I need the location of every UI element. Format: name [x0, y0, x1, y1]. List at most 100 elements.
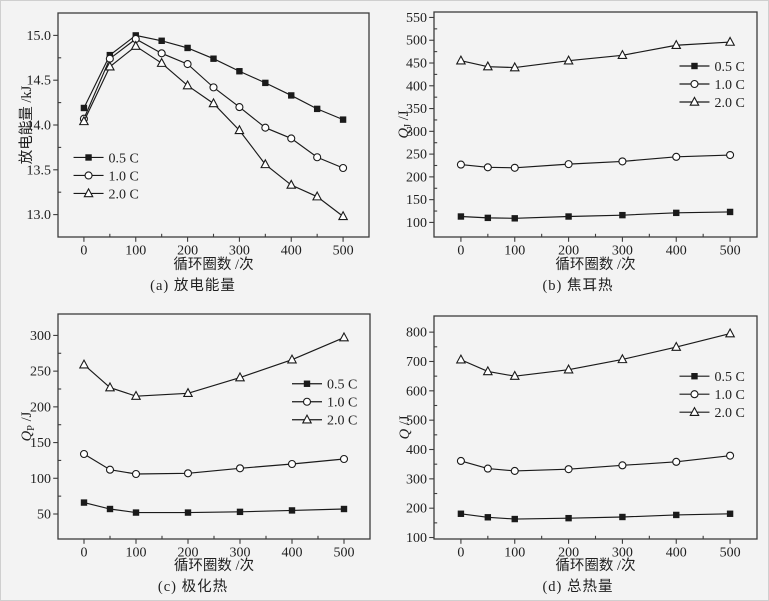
y-tick-label: 200 [406, 502, 427, 517]
data-point-marker [671, 39, 682, 49]
x-tick-label: 0 [81, 546, 88, 561]
chart-d-caption: (d) 总热量 [542, 579, 614, 595]
data-point-marker [619, 211, 626, 219]
legend-entry: 1.0 C [73, 169, 139, 184]
y-tick-label: 250 [406, 148, 427, 163]
x-tick-label: 0 [457, 244, 464, 259]
x-tick-label: 200 [558, 244, 579, 259]
data-point-marker [619, 513, 626, 521]
data-point-marker [726, 451, 735, 460]
data-point-marker [510, 163, 519, 172]
x-axis-label: 循环圈数 /次 [555, 557, 635, 574]
x-axis-label: 循环圈数 /次 [555, 256, 635, 273]
data-point-marker [482, 60, 493, 71]
data-point-marker [156, 57, 167, 67]
series-line [460, 455, 731, 472]
data-point-marker [312, 190, 323, 201]
legend-label: 0.5 C [327, 378, 357, 393]
x-tick-label: 500 [333, 244, 354, 259]
data-point-marker [261, 123, 270, 132]
data-point-marker [340, 505, 348, 513]
data-point-marker [564, 160, 573, 169]
legend-entry: 2.0 C [73, 187, 139, 202]
legend: 0.5 C 1.0 C 2.0 C [679, 60, 745, 111]
chart-c-cell: 0 100 200 300 400 500 50 100 150 200 250 300 循环圈数 /次… [1, 302, 385, 598]
y-axis-label: Q /J [397, 415, 413, 439]
data-point-marker [287, 459, 297, 469]
data-point-marker [672, 152, 681, 161]
series-line [460, 41, 731, 69]
x-tick-label: 100 [504, 546, 525, 561]
y-tick-label: 350 [406, 102, 427, 117]
data-point-marker [235, 464, 245, 473]
data-point-marker [104, 60, 115, 71]
legend-label: 0.5 C [714, 60, 744, 75]
legend-entry: 1.0 C [292, 396, 357, 411]
x-axis-label: 循环圈数 /次 [173, 256, 253, 273]
data-point-marker [184, 44, 191, 52]
tick-labels: 0 100 200 300 400 500 100 150 200 250 300 350 400 450… [406, 11, 741, 259]
chart-a-caption: (a) 放电能量 [150, 278, 236, 294]
y-tick-label: 150 [30, 436, 51, 451]
legend-label: 2.0 C [327, 414, 357, 429]
data-point-marker [338, 331, 350, 342]
series-0.5C [80, 499, 348, 516]
series-1.0C [456, 451, 735, 475]
series-line [83, 337, 345, 397]
data-point-marker [724, 327, 736, 338]
legend-marker [301, 413, 313, 424]
x-tick-label: 400 [666, 244, 687, 259]
chart-a-discharge-energy: 0 100 200 300 400 500 13.0 13.5 14.0 14.5 15.0 循环圈数… [18, 12, 370, 273]
chart-c-caption: (c) 极化热 [157, 579, 229, 595]
data-point-marker [509, 370, 520, 380]
y-tick-label: 100 [30, 472, 51, 487]
legend-label: 1.0 C [327, 396, 357, 411]
axis-ticks [53, 34, 344, 242]
x-tick-label: 500 [720, 546, 741, 561]
data-point-marker [208, 97, 219, 108]
data-point-marker [80, 499, 88, 506]
plot-frame [57, 12, 370, 238]
y-tick-label: 200 [406, 170, 427, 185]
legend-label: 2.0 C [714, 406, 744, 421]
y-tick-label: 450 [406, 57, 427, 72]
data-point-marker [182, 387, 194, 398]
x-tick-label: 400 [281, 244, 302, 259]
tick-labels: 0 100 200 300 400 500 13.0 13.5 14.0 14.5 15.0 [27, 29, 354, 259]
data-point-marker [672, 457, 681, 466]
legend-marker [691, 373, 698, 380]
data-point-marker [106, 505, 114, 513]
chart-a-cell: 0 100 200 300 400 500 13.0 13.5 14.0 14.5 15.0 循环圈数… [1, 1, 385, 297]
legend-marker [302, 397, 312, 406]
legend-label: 1.0 C [109, 169, 139, 184]
data-point-marker [210, 55, 217, 62]
y-tick-label: 400 [406, 79, 427, 94]
legend-marker [689, 406, 700, 416]
data-point-marker [563, 363, 574, 374]
axis-ticks [53, 334, 345, 544]
y-tick-label: 300 [406, 472, 427, 487]
x-tick-label: 300 [229, 244, 250, 259]
data-point-marker [671, 341, 682, 351]
series-0.5C [80, 32, 347, 123]
data-point-marker [288, 507, 296, 514]
data-point-marker [563, 54, 574, 65]
data-point-marker [234, 371, 246, 382]
data-point-marker [339, 163, 348, 173]
tick-labels: 0 100 200 300 400 500 50 100 150 200 250 300 [30, 329, 355, 561]
series-line [460, 513, 731, 520]
data-point-marker [726, 208, 734, 216]
x-tick-label: 200 [177, 244, 198, 259]
legend-label: 1.0 C [714, 388, 744, 403]
data-point-marker [483, 163, 492, 172]
data-point-marker [235, 103, 244, 112]
legend-label: 2.0 C [109, 187, 139, 202]
y-tick-label: 700 [406, 355, 427, 370]
x-tick-label: 300 [612, 244, 633, 259]
x-tick-label: 300 [230, 546, 251, 561]
series-2.0C [78, 331, 350, 400]
x-tick-label: 0 [457, 546, 464, 561]
y-tick-label: 13.5 [27, 163, 52, 178]
legend: 0.5 C 1.0 C 2.0 C [73, 151, 139, 202]
